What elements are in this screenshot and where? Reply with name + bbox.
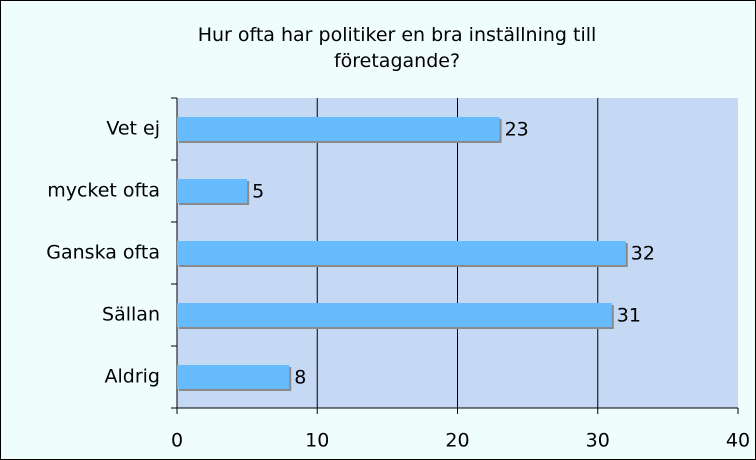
x-tick-label: 20 [445, 430, 469, 452]
y-tick-label: mycket ofta [47, 180, 160, 202]
data-label: 23 [505, 119, 529, 141]
bar [177, 303, 612, 327]
bar [177, 365, 290, 389]
data-label: 32 [631, 243, 655, 265]
y-tick-label: Vet ej [106, 118, 160, 140]
y-tick-label: Ganska ofta [46, 242, 160, 264]
chart-title: Hur ofta har politiker en bra inställnin… [197, 24, 597, 72]
data-label: 8 [294, 367, 306, 389]
data-label: 5 [252, 181, 264, 203]
bar [177, 117, 500, 141]
bar [177, 179, 248, 203]
y-tick-label: Aldrig [105, 366, 161, 388]
x-tick-label: 10 [305, 430, 329, 452]
x-tick-label: 30 [586, 430, 610, 452]
bar [177, 241, 626, 265]
x-tick-label: 0 [171, 430, 183, 452]
x-tick-label: 40 [726, 430, 750, 452]
data-label: 31 [617, 305, 641, 327]
y-tick-label: Sällan [102, 304, 160, 326]
